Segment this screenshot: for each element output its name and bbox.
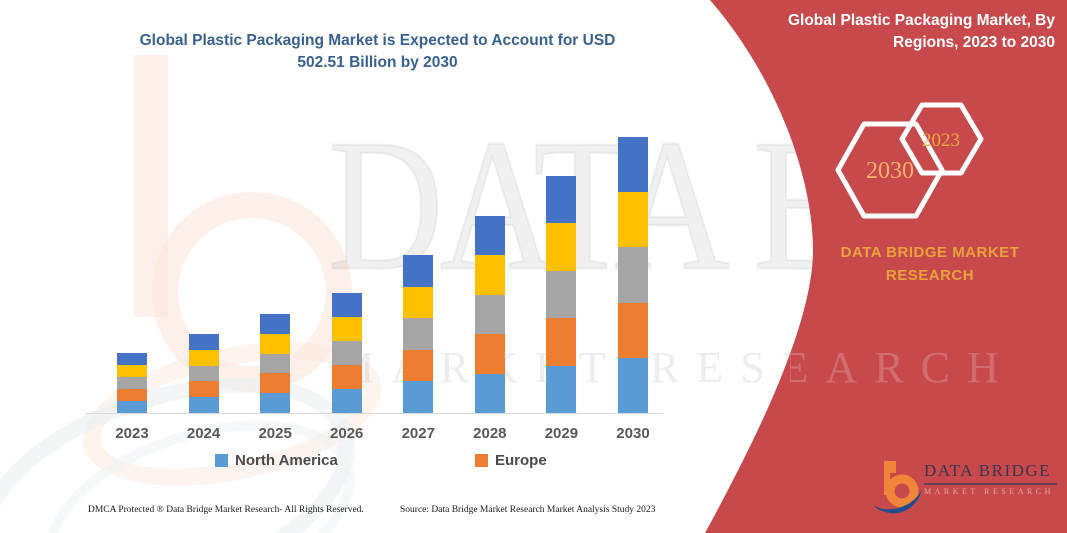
- bar-segment-unlabeled-region-yellow: [260, 333, 291, 354]
- bar-segment-unlabeled-region-darkblue: [474, 216, 505, 256]
- bar-segment-north-america: [331, 389, 362, 413]
- bar-segment-unlabeled-region-yellow: [117, 365, 147, 377]
- bar-segment-north-america: [403, 381, 434, 413]
- x-axis-labels: 2023 2024 2025 2026 2027 2028 2029 2030: [85, 425, 663, 447]
- bar-segment-unlabeled-region-gray: [403, 318, 434, 350]
- stacked-bar-2028: [474, 216, 505, 413]
- stacked-bar-2030: [617, 137, 648, 413]
- bar-segment-unlabeled-region-yellow: [403, 286, 434, 319]
- bar-segment-unlabeled-region-gray: [617, 247, 648, 303]
- bar-segment-north-america: [546, 365, 577, 413]
- x-axis-label-2024: 2024: [186, 425, 221, 442]
- plot-area: [85, 120, 663, 414]
- hexagon-2023-label: 2023: [922, 130, 960, 151]
- data-bridge-logo-icon: [874, 461, 922, 514]
- bar-segment-europe: [117, 389, 147, 401]
- chart-title: Global Plastic Packaging Market is Expec…: [85, 30, 670, 75]
- bar-segment-europe: [617, 302, 648, 358]
- bar-segment-unlabeled-region-yellow: [546, 223, 577, 271]
- bar-segment-north-america: [474, 373, 505, 413]
- bar-segment-europe: [474, 334, 505, 374]
- legend-item-north-america: North America: [215, 452, 338, 469]
- bar-segment-unlabeled-region-darkblue: [403, 255, 434, 287]
- x-axis-label-2027: 2027: [401, 425, 435, 442]
- x-axis-label-2023: 2023: [115, 425, 149, 442]
- bar-segment-north-america: [260, 393, 291, 413]
- legend-swatch-icon: [475, 454, 488, 467]
- bar-segment-north-america: [188, 397, 219, 413]
- bar-segment-unlabeled-region-yellow: [188, 349, 219, 366]
- bar-segment-unlabeled-region-gray: [117, 377, 147, 389]
- banner-heading: Global Plastic Packaging Market, By Regi…: [755, 10, 1055, 54]
- bar-segment-unlabeled-region-darkblue: [546, 176, 577, 224]
- footer-dmca-text: DMCA Protected ® Data Bridge Market Rese…: [88, 505, 364, 515]
- bar-segment-unlabeled-region-gray: [546, 270, 577, 319]
- chart-legend: North America Europe: [85, 452, 663, 474]
- data-bridge-logo: DATA BRIDGE MARKET RESEARCH: [872, 455, 1057, 520]
- bar-segment-unlabeled-region-yellow: [617, 192, 648, 248]
- bar-segment-north-america: [617, 357, 648, 413]
- x-axis-label-2029: 2029: [544, 425, 579, 442]
- chart-title-line2: 502.51 Billion by 2030: [297, 54, 458, 72]
- banner-heading-line1: Global Plastic Packaging Market, By: [787, 12, 1055, 29]
- bar-segment-europe: [546, 318, 577, 366]
- x-axis-label-2028: 2028: [473, 425, 507, 442]
- logo-subtitle: MARKET RESEARCH: [924, 486, 1054, 496]
- bar-segment-europe: [403, 349, 434, 382]
- x-axis-label-2026: 2026: [330, 425, 364, 442]
- legend-item-europe: Europe: [475, 452, 547, 469]
- banner-heading-line2: Regions, 2023 to 2030: [893, 34, 1055, 51]
- bar-segment-unlabeled-region-darkblue: [188, 334, 219, 350]
- x-axis-label-2025: 2025: [258, 425, 292, 442]
- bar-segment-unlabeled-region-darkblue: [617, 137, 648, 193]
- logo-divider: [924, 483, 1057, 485]
- legend-label: Europe: [495, 452, 547, 469]
- bar-segment-unlabeled-region-darkblue: [117, 353, 147, 365]
- legend-label: North America: [235, 452, 338, 469]
- stacked-bar-2023: [117, 353, 147, 413]
- banner-brand-text: DATA BRIDGE MARKET RESEARCH: [840, 244, 1020, 284]
- hexagon-badges: 2030 2023: [835, 102, 984, 219]
- hexagon-2030-label: 2030: [866, 158, 914, 184]
- hexagon-2030-badge: 2030: [835, 121, 945, 219]
- legend-swatch-icon: [215, 454, 228, 467]
- bar-segment-north-america: [117, 401, 147, 413]
- logo-name: DATA BRIDGE: [924, 461, 1052, 480]
- bar-segment-unlabeled-region-darkblue: [260, 314, 291, 334]
- stacked-bar-2027: [403, 255, 434, 413]
- hexagon-2023-badge: 2023: [899, 102, 984, 176]
- chart-title-line1: Global Plastic Packaging Market is Expec…: [139, 32, 616, 49]
- bar-segment-unlabeled-region-yellow: [474, 255, 505, 295]
- stacked-bar-2029: [546, 176, 577, 413]
- footer-source-text: Source: Data Bridge Market Research Mark…: [400, 505, 656, 515]
- logo-text-block: DATA BRIDGE MARKET RESEARCH: [924, 461, 1057, 496]
- bar-segment-unlabeled-region-gray: [474, 294, 505, 335]
- x-axis-label-2030: 2030: [616, 425, 650, 442]
